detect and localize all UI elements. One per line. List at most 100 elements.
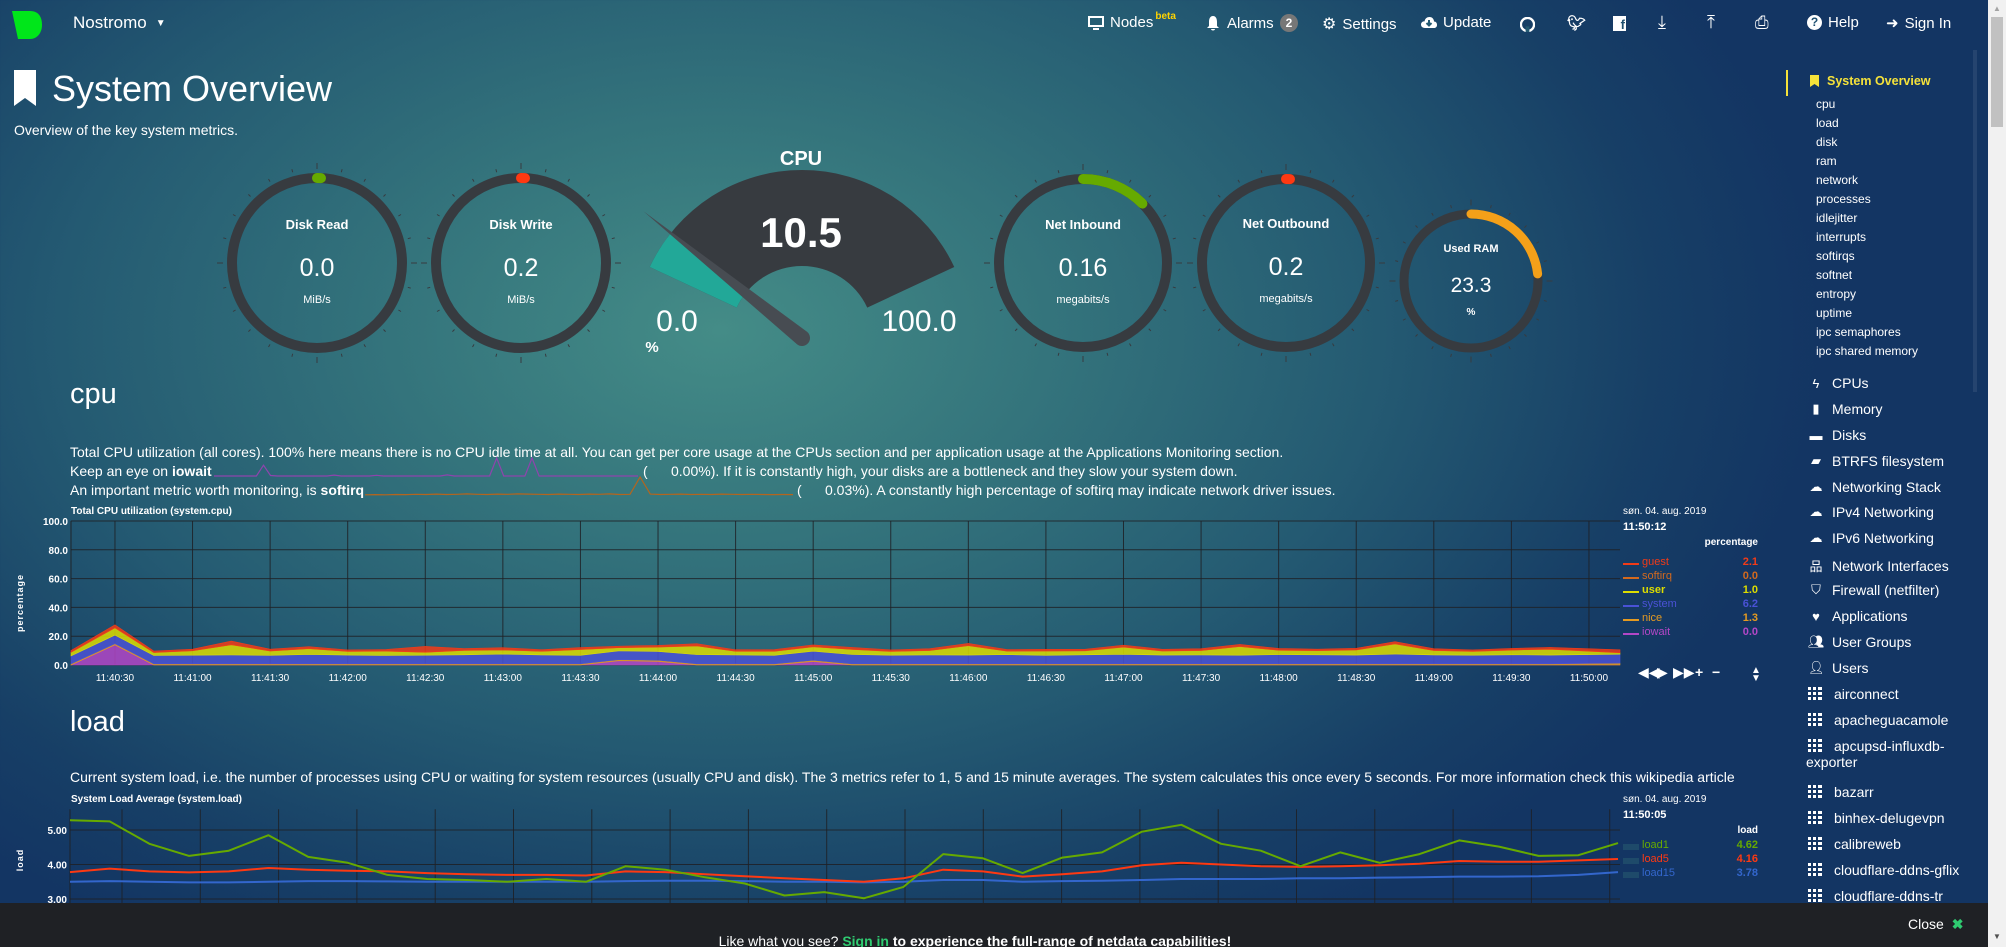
- banner-sign-in-link[interactable]: Sign in: [842, 933, 889, 947]
- sidebar-item-label: System Overview: [1827, 74, 1931, 88]
- sidebar-subitem-disk[interactable]: disk: [1816, 135, 1838, 149]
- sidebar-app-calibreweb[interactable]: calibreweb: [1808, 836, 1901, 852]
- github-icon[interactable]: [1520, 17, 1535, 32]
- sidebar-item-user-groups[interactable]: 👥︎ User Groups: [1808, 634, 1911, 650]
- resize-handle-icon[interactable]: ▲ ▼: [1751, 665, 1761, 684]
- sidebar-item-networking-stack[interactable]: ☁ Networking Stack: [1808, 479, 1941, 495]
- gauge-tick: [602, 214, 606, 217]
- upload-icon[interactable]: ⤒: [1707, 12, 1715, 32]
- sidebar-item-users[interactable]: 👤︎ Users: [1808, 660, 1869, 676]
- nav-alarms[interactable]: Alarms 2: [1205, 14, 1299, 32]
- sidebar-item-ipv6[interactable]: ☁ IPv6 Networking: [1808, 530, 1934, 546]
- sidebar-item-btrfs[interactable]: ▰ BTRFS filesystem: [1808, 453, 1944, 469]
- legend-value: 1.3: [1742, 612, 1758, 624]
- sidebar-subitem-interrupts[interactable]: interrupts: [1816, 230, 1867, 244]
- sidebar-subitem-softnet[interactable]: softnet: [1816, 268, 1853, 282]
- sidebar-subitem-uptime[interactable]: uptime: [1816, 306, 1853, 320]
- legend-item-iowait[interactable]: iowait 0.0: [1623, 626, 1763, 640]
- nav-sign-in[interactable]: ➜ Sign In: [1886, 14, 1951, 33]
- sidebar-item-label: Networking Stack: [1832, 479, 1941, 495]
- sidebar-app-cloudflare-ddns-gflix[interactable]: cloudflare-ddns-gflix: [1808, 862, 1959, 878]
- gauge-tick: [1057, 170, 1060, 174]
- download-icon[interactable]: ⤓: [1658, 12, 1666, 32]
- sidebar-item-network-interfaces[interactable]: 品 Network Interfaces: [1808, 556, 1948, 575]
- cpu-gauge[interactable]: CPU 10.5 0.0 100.0 %: [643, 148, 957, 356]
- legend-item-nice[interactable]: nice 1.3: [1623, 612, 1763, 626]
- sidebar-item-ipv4[interactable]: ☁ IPv4 Networking: [1808, 504, 1934, 520]
- sign-in-icon: ➜: [1886, 15, 1899, 32]
- legend-item-load5[interactable]: load5 4.16: [1623, 853, 1763, 867]
- gauge-title: Disk Write: [489, 217, 552, 232]
- sidebar-subitem-ipc-semaphores[interactable]: ipc semaphores: [1816, 325, 1901, 339]
- facebook-icon[interactable]: f: [1613, 16, 1626, 32]
- legend-item-system[interactable]: system 6.2: [1623, 598, 1763, 612]
- sidebar-subitem-network[interactable]: network: [1816, 173, 1859, 187]
- gauge-tick: [1172, 286, 1176, 289]
- print-icon[interactable]: ⎙: [1755, 13, 1769, 32]
- sidebar-item-applications[interactable]: ♥ Applications: [1808, 608, 1907, 624]
- sidebar-subitem-cpu[interactable]: cpu: [1816, 97, 1836, 111]
- used-ram-gauge[interactable]: Used RAM 23.3%: [1389, 199, 1553, 363]
- scroll-up-arrow[interactable]: ▲: [1993, 4, 2001, 13]
- folder-open-icon: ▰: [1811, 453, 1821, 468]
- gauge-tick: [567, 344, 570, 348]
- sidebar-item-memory[interactable]: ▮ Memory: [1808, 401, 1882, 417]
- y-tick-label: 80.0: [49, 546, 69, 557]
- sidebar-app-apacheguacamole[interactable]: apacheguacamole: [1808, 712, 1948, 728]
- node-selector[interactable]: Nostromo ▼: [73, 13, 166, 33]
- sidebar-scrollbar[interactable]: [1973, 50, 1977, 392]
- sidebar-item-cpus[interactable]: ϟ CPUs: [1808, 375, 1869, 391]
- nav-nodes[interactable]: Nodes beta: [1088, 11, 1176, 31]
- y-tick-label: 3.00: [48, 895, 68, 906]
- pan-right-icon[interactable]: ▶▶: [1673, 664, 1695, 680]
- disk-read-gauge[interactable]: Disk Read 0.0 MiB/s: [217, 163, 417, 363]
- zoom-out-icon[interactable]: −: [1712, 664, 1721, 680]
- load-chart[interactable]: 3.00 4.00 5.00: [0, 0, 1630, 947]
- net-inbound-gauge[interactable]: Net Inbound 0.16 megabits/s: [984, 164, 1182, 362]
- pan-left-icon[interactable]: ◀◀: [1638, 664, 1660, 680]
- page-scrollbar[interactable]: ▲ ▼: [1988, 0, 2006, 947]
- gauge-tick: [587, 329, 590, 332]
- zoom-in-icon[interactable]: +: [1695, 664, 1704, 680]
- line-load5: [69, 858, 1619, 883]
- sidebar-subitem-ram[interactable]: ram: [1816, 154, 1837, 168]
- legend-item-load15[interactable]: load15 3.78: [1623, 867, 1763, 881]
- nav-help[interactable]: ? Help: [1807, 14, 1859, 31]
- scrollbar-thumb[interactable]: [1991, 17, 2003, 127]
- legend-item-guest[interactable]: guest 2.1: [1623, 556, 1763, 570]
- disk-write-gauge[interactable]: Disk Write 0.2 MiB/s: [421, 163, 621, 363]
- gauge-tick: [1237, 343, 1240, 347]
- sidebar-item-disks[interactable]: ▬ Disks: [1808, 427, 1867, 443]
- banner-close-button[interactable]: Close ✖: [1908, 916, 1964, 933]
- play-icon[interactable]: ▶: [1657, 664, 1668, 680]
- sidebar-subitem-ipc-shared-memory[interactable]: ipc shared memory: [1816, 344, 1919, 358]
- gauge-tick: [1395, 260, 1399, 262]
- sidebar-subitem-softirqs[interactable]: softirqs: [1816, 249, 1855, 263]
- legend-item-load1[interactable]: load1 4.62: [1623, 839, 1763, 853]
- net-outbound-gauge[interactable]: Net Outbound 0.2 megabits/s: [1187, 164, 1385, 362]
- gauge-tick: [1309, 170, 1312, 174]
- sidebar-item-system-overview[interactable]: System Overview: [1810, 74, 1931, 88]
- nav-update[interactable]: Update: [1421, 14, 1491, 31]
- sidebar-app-binhex-delugevpn[interactable]: binhex-delugevpn: [1808, 810, 1945, 826]
- sidebar-app-bazarr[interactable]: bazarr: [1808, 784, 1874, 800]
- sidebar-item-firewall[interactable]: ⛉ Firewall (netfilter): [1808, 582, 1939, 598]
- scroll-down-arrow[interactable]: ▼: [1993, 932, 2001, 941]
- sidebar-subitem-entropy[interactable]: entropy: [1816, 287, 1857, 301]
- sidebar-subitem-processes[interactable]: processes: [1816, 192, 1871, 206]
- sidebar-app-airconnect[interactable]: airconnect: [1808, 686, 1899, 702]
- sidebar-app-apcupsd-influxdb-exporter[interactable]: apcupsd-influxdb-exporter: [1806, 738, 1945, 770]
- sidebar-app-cloudflare-ddns-tr[interactable]: cloudflare-ddns-tr: [1808, 888, 1943, 904]
- twitter-icon[interactable]: 🐦︎: [1567, 15, 1587, 32]
- sidebar-subitem-idlejitter[interactable]: idlejitter: [1816, 211, 1858, 225]
- legend-item-user[interactable]: user 1.0: [1623, 584, 1763, 598]
- legend-item-softirq[interactable]: softirq 0.0: [1623, 570, 1763, 584]
- sidebar-subitem-load[interactable]: load: [1816, 116, 1839, 130]
- gauge-tick: [248, 329, 251, 332]
- gauge-tick: [1193, 286, 1197, 289]
- sidebar-item-label: cloudflare-ddns-gflix: [1834, 862, 1960, 878]
- line-load1: [69, 819, 1619, 900]
- netdata-logo[interactable]: [12, 11, 44, 39]
- nav-settings[interactable]: ⚙ Settings: [1322, 14, 1397, 34]
